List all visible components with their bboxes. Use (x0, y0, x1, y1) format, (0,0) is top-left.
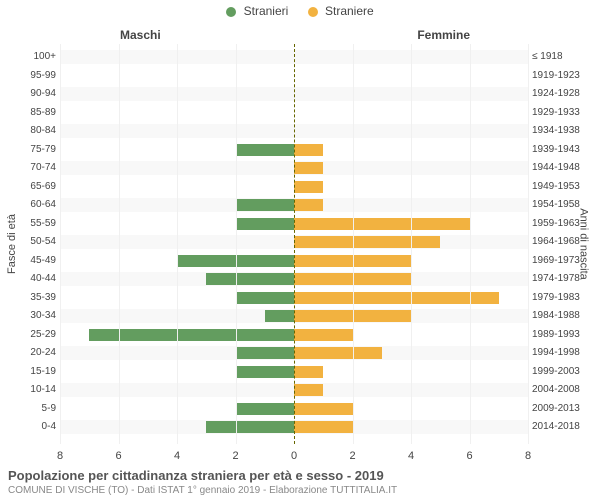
y-label-age: 10-14 (4, 383, 56, 397)
y-label-year: 2014-2018 (532, 420, 592, 434)
y-label-year: 1934-1938 (532, 124, 592, 138)
bar-female (294, 292, 499, 304)
bar-female (294, 162, 323, 174)
legend-dot-male-icon (226, 7, 236, 17)
y-label-year: 1999-2003 (532, 365, 592, 379)
chart-subtitle: COMUNE DI VISCHE (TO) - Dati ISTAT 1° ge… (8, 485, 592, 496)
y-label-age: 65-69 (4, 180, 56, 194)
y-label-year: 1944-1948 (532, 161, 592, 175)
legend-female: Straniere (308, 4, 374, 18)
bar-female (294, 199, 323, 211)
bar-female (294, 403, 353, 415)
grid-line (119, 44, 120, 444)
bar-female (294, 347, 382, 359)
y-label-age: 70-74 (4, 161, 56, 175)
bar-female (294, 181, 323, 193)
bar-male (236, 218, 295, 230)
y-label-age: 0-4 (4, 420, 56, 434)
y-label-year: 1939-1943 (532, 143, 592, 157)
x-tick: 2 (349, 450, 355, 462)
legend-male: Stranieri (226, 4, 288, 18)
bar-male (236, 144, 295, 156)
grid-line (353, 44, 354, 444)
bar-male (236, 199, 295, 211)
y-label-age: 50-54 (4, 235, 56, 249)
y-label-age: 100+ (4, 50, 56, 64)
y-label-year: 1964-1968 (532, 235, 592, 249)
bar-female (294, 144, 323, 156)
grid-line (470, 44, 471, 444)
chart-title: Popolazione per cittadinanza straniera p… (8, 468, 592, 483)
grid-line (177, 44, 178, 444)
legend-label-male: Stranieri (244, 4, 289, 18)
y-label-age: 60-64 (4, 198, 56, 212)
bar-male (236, 347, 295, 359)
bar-male (265, 310, 294, 322)
bar-male (89, 329, 294, 341)
bar-male (206, 421, 294, 433)
y-label-year: 2004-2008 (532, 383, 592, 397)
y-label-age: 25-29 (4, 328, 56, 342)
x-tick: 8 (525, 450, 531, 462)
y-label-year: 1994-1998 (532, 346, 592, 360)
y-label-age: 20-24 (4, 346, 56, 360)
y-label-year: 1954-1958 (532, 198, 592, 212)
y-label-age: 85-89 (4, 106, 56, 120)
y-label-age: 40-44 (4, 272, 56, 286)
y-label-year: 1929-1933 (532, 106, 592, 120)
y-label-year: 1924-1928 (532, 87, 592, 101)
col-title-left: Maschi (120, 28, 161, 42)
y-label-age: 90-94 (4, 87, 56, 101)
y-label-year: 1989-1993 (532, 328, 592, 342)
y-label-year: ≤ 1918 (532, 50, 592, 64)
y-label-age: 30-34 (4, 309, 56, 323)
y-label-age: 15-19 (4, 365, 56, 379)
bar-male (236, 292, 295, 304)
x-tick: 2 (232, 450, 238, 462)
y-label-year: 1959-1963 (532, 217, 592, 231)
y-label-year: 1919-1923 (532, 69, 592, 83)
grid-line (528, 44, 529, 444)
x-tick: 4 (174, 450, 180, 462)
bar-female (294, 218, 470, 230)
bar-female (294, 421, 353, 433)
y-label-year: 1979-1983 (532, 291, 592, 305)
bar-female (294, 236, 440, 248)
grid-line (411, 44, 412, 444)
grid-line (236, 44, 237, 444)
bar-male (206, 273, 294, 285)
plot-area: Fasce di età Anni di nascita 02244668810… (60, 44, 528, 444)
bar-male (236, 366, 295, 378)
y-label-year: 1984-1988 (532, 309, 592, 323)
center-line (294, 44, 295, 444)
grid-line (60, 44, 61, 444)
y-label-age: 35-39 (4, 291, 56, 305)
y-label-year: 2009-2013 (532, 402, 592, 416)
x-tick: 4 (408, 450, 414, 462)
y-label-year: 1949-1953 (532, 180, 592, 194)
y-label-age: 95-99 (4, 69, 56, 83)
bar-female (294, 329, 353, 341)
bar-female (294, 384, 323, 396)
y-label-age: 55-59 (4, 217, 56, 231)
legend: Stranieri Straniere (0, 4, 600, 18)
y-label-year: 1969-1973 (532, 254, 592, 268)
y-label-age: 75-79 (4, 143, 56, 157)
bar-female (294, 366, 323, 378)
legend-dot-female-icon (308, 7, 318, 17)
y-label-year: 1974-1978 (532, 272, 592, 286)
x-tick: 6 (115, 450, 121, 462)
footer: Popolazione per cittadinanza straniera p… (8, 468, 592, 496)
x-tick: 0 (291, 450, 297, 462)
y-label-age: 80-84 (4, 124, 56, 138)
pyramid-chart: Stranieri Straniere Maschi Femmine Fasce… (0, 0, 600, 500)
col-title-right: Femmine (417, 28, 470, 42)
x-tick: 6 (466, 450, 472, 462)
y-label-age: 45-49 (4, 254, 56, 268)
y-label-age: 5-9 (4, 402, 56, 416)
x-tick: 8 (57, 450, 63, 462)
legend-label-female: Straniere (325, 4, 374, 18)
bar-male (236, 403, 295, 415)
